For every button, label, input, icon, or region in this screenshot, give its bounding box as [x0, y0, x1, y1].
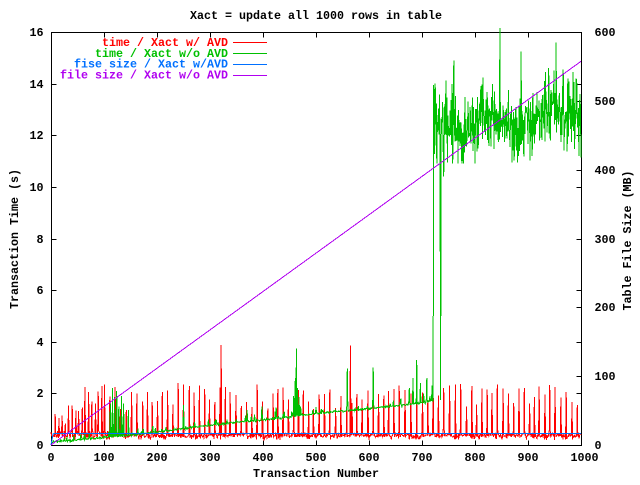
svg-text:2: 2 — [36, 387, 43, 401]
svg-text:file size / Xact w/o AVD: file size / Xact w/o AVD — [60, 69, 228, 83]
svg-text:Xact = update all 1000 rows in: Xact = update all 1000 rows in table — [190, 9, 442, 23]
svg-text:time / Xact w/o AVD: time / Xact w/o AVD — [95, 47, 228, 61]
svg-text:0: 0 — [595, 439, 602, 453]
svg-text:300: 300 — [199, 451, 220, 465]
svg-text:4: 4 — [36, 336, 43, 350]
svg-text:16: 16 — [29, 26, 43, 40]
svg-text:700: 700 — [411, 451, 432, 465]
svg-text:Transaction Number: Transaction Number — [253, 467, 379, 480]
svg-text:8: 8 — [36, 233, 43, 247]
svg-text:0: 0 — [36, 439, 43, 453]
svg-text:600: 600 — [358, 451, 379, 465]
svg-text:400: 400 — [252, 451, 273, 465]
svg-text:300: 300 — [595, 233, 616, 247]
svg-text:200: 200 — [146, 451, 167, 465]
svg-text:Table File Size (MB): Table File Size (MB) — [621, 171, 635, 311]
svg-text:Transaction Time (s): Transaction Time (s) — [8, 169, 22, 309]
svg-text:200: 200 — [595, 301, 616, 315]
svg-text:time / Xact w/ AVD: time / Xact w/ AVD — [102, 36, 228, 50]
svg-text:6: 6 — [36, 284, 43, 298]
svg-text:900: 900 — [517, 451, 538, 465]
svg-text:1000: 1000 — [570, 451, 598, 465]
svg-text:10: 10 — [29, 181, 43, 195]
svg-text:0: 0 — [47, 451, 54, 465]
svg-text:500: 500 — [595, 95, 616, 109]
svg-text:600: 600 — [595, 26, 616, 40]
svg-text:400: 400 — [595, 164, 616, 178]
svg-text:12: 12 — [29, 129, 43, 143]
svg-text:800: 800 — [464, 451, 485, 465]
svg-text:100: 100 — [93, 451, 114, 465]
svg-text:500: 500 — [305, 451, 326, 465]
svg-text:100: 100 — [595, 370, 616, 384]
svg-text:fise size / Xact w/AVD: fise size / Xact w/AVD — [74, 58, 228, 72]
svg-text:14: 14 — [29, 78, 43, 92]
